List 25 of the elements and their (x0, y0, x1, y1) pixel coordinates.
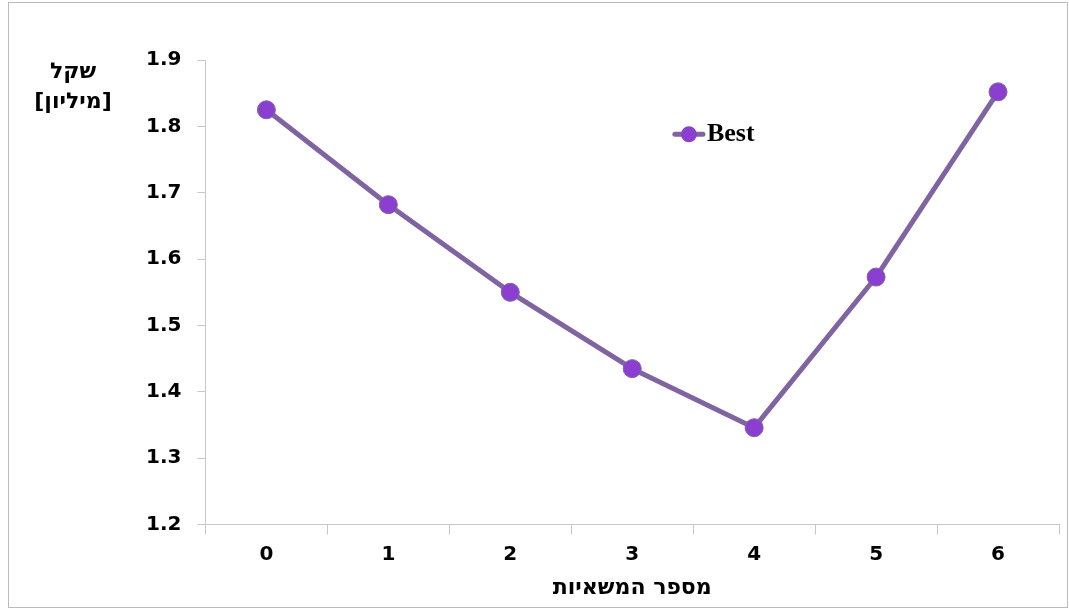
x-tick-label: 2 (503, 540, 518, 565)
y-tick-label: 1.2 (145, 510, 182, 535)
x-axis-title: מספר המשאיות (552, 573, 712, 599)
point (988, 82, 1008, 102)
y-axis-title: שקל [מיליון] (33, 57, 113, 115)
x-tick-label: 3 (625, 540, 640, 565)
x-tick-label: 5 (869, 540, 884, 565)
point (622, 359, 642, 379)
y-tick-label: 1.4 (145, 378, 182, 403)
y-tick-label: 1.5 (145, 311, 182, 336)
y-tick-label: 1.8 (145, 112, 182, 137)
point (500, 282, 520, 302)
point (256, 100, 276, 120)
y-tick-label: 1.7 (145, 178, 182, 203)
point (866, 267, 886, 287)
legend-label: Best (706, 118, 755, 148)
x-tick-label: 6 (991, 540, 1005, 565)
x-tick-label: 4 (747, 540, 762, 565)
x-tick-label: 0 (259, 540, 274, 565)
y-tick-label: 1.6 (145, 245, 182, 270)
point (744, 418, 764, 438)
x-tick-label: 1 (381, 540, 396, 565)
point (378, 195, 398, 215)
y-tick-label: 1.9 (145, 46, 182, 71)
y-tick-label: 1.3 (145, 444, 182, 469)
